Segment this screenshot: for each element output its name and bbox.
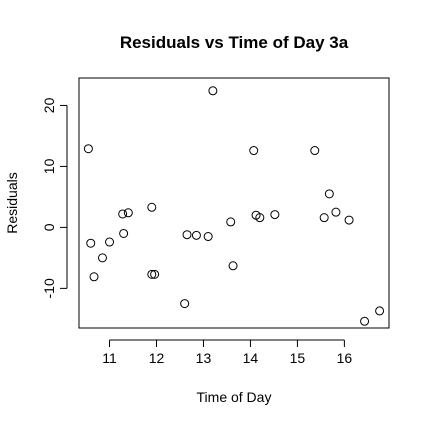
data-point — [375, 306, 385, 316]
data-point — [150, 269, 160, 279]
x-axis: 11 12 13 14 15 16 — [102, 339, 353, 366]
data-point — [319, 213, 329, 223]
y-tick-label: 20 — [41, 97, 57, 113]
data-points — [83, 86, 385, 326]
data-point — [89, 272, 99, 282]
data-point — [191, 230, 201, 240]
y-tick-label: 0 — [41, 223, 57, 231]
data-point — [324, 189, 334, 199]
x-tick-label: 11 — [102, 350, 117, 366]
plot-frame — [78, 77, 390, 329]
x-tick-label: 14 — [243, 350, 259, 366]
x-tick-label: 16 — [337, 350, 353, 366]
x-tick-label: 13 — [196, 350, 212, 366]
data-point — [226, 217, 236, 227]
data-point — [118, 209, 128, 219]
x-tick-label: 12 — [149, 350, 165, 366]
data-point — [208, 86, 218, 96]
data-point — [97, 253, 107, 263]
data-point — [203, 232, 213, 242]
y-axis: -10 0 10 20 — [41, 97, 68, 298]
y-tick-label: 10 — [41, 158, 57, 174]
data-point — [255, 213, 265, 223]
x-axis-label: Time of Day — [197, 389, 272, 405]
y-axis-label: Residuals — [4, 172, 20, 233]
data-point — [331, 207, 341, 217]
data-point — [182, 230, 192, 240]
data-point — [147, 202, 157, 212]
data-point — [147, 269, 157, 279]
data-point — [228, 261, 238, 271]
data-point — [270, 210, 280, 220]
data-point — [310, 146, 320, 156]
chart-title: Residuals vs Time of Day 3a — [120, 33, 349, 52]
x-tick-label: 15 — [290, 350, 306, 366]
data-point — [360, 316, 370, 326]
data-point — [123, 208, 133, 218]
data-point — [105, 237, 115, 247]
data-point — [86, 238, 96, 248]
data-point — [344, 215, 354, 225]
data-point — [180, 299, 190, 309]
data-point — [119, 228, 129, 238]
data-point — [249, 146, 259, 156]
y-tick-label: -10 — [41, 278, 57, 298]
data-point — [83, 144, 93, 154]
